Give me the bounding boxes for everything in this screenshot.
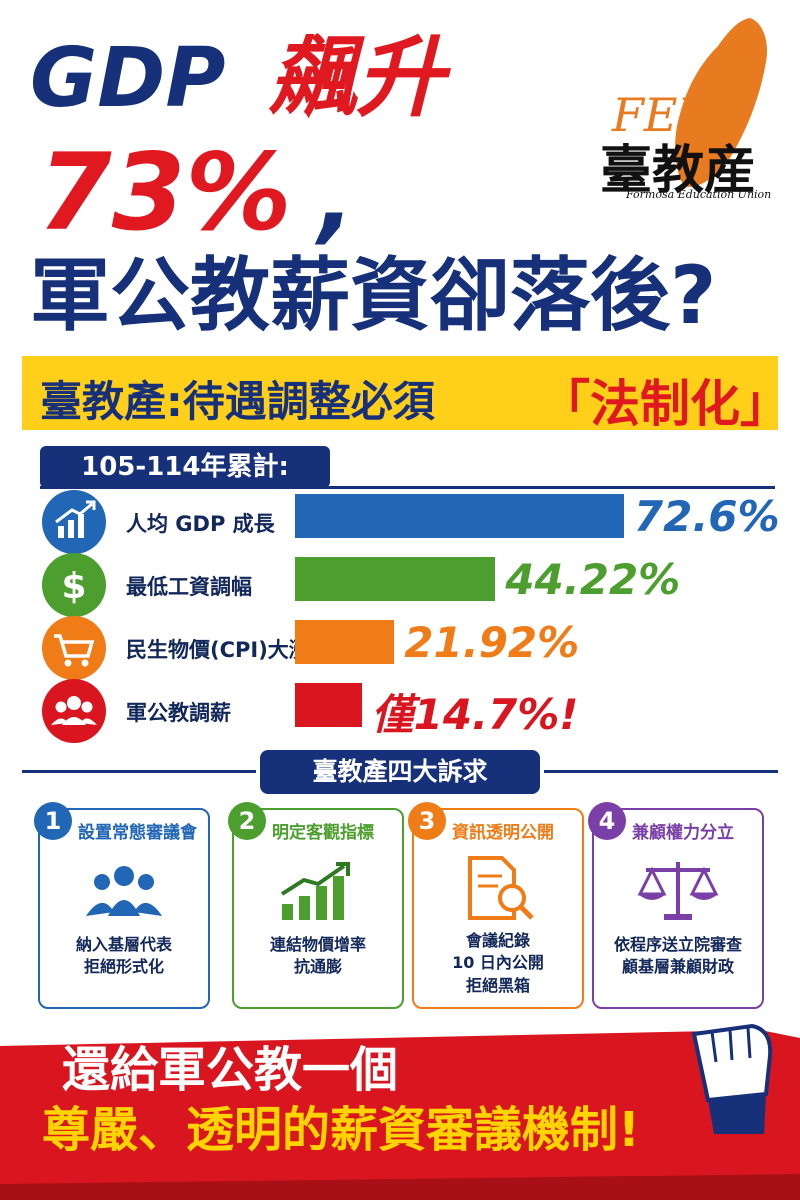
headline-comma: , [318, 142, 355, 254]
logo-script: FEU [612, 88, 717, 142]
shopping-cart-icon [42, 616, 106, 680]
value-label-min-wage: 44.22% [505, 555, 681, 604]
demand-body-2: 連結物價增率 抗通膨 [234, 934, 402, 979]
demand-number-1: 1 [34, 802, 72, 840]
demand-number-4: 4 [588, 802, 626, 840]
demand-body-1: 納入基層代表 拒絕形式化 [40, 934, 208, 979]
demand-card-3: 3 資訊透明公開 會議紀錄 10 日內公開 拒絕黑箱 [408, 802, 584, 1009]
value-label-salary: 僅14.7%! [371, 690, 579, 739]
raised-fist-icon [691, 1023, 773, 1134]
section-divider-left [22, 770, 256, 773]
period-divider [40, 486, 775, 489]
demand-card-4: 4 兼顧權力分立 依程序送立院審查 顧基層兼顧財政 [588, 802, 764, 1009]
footer-line-2: 尊嚴、透明的薪資審議機制! [42, 1102, 640, 1158]
headline-question: 軍公教薪資卻落後? [30, 249, 717, 342]
banner-right-text: 「法制化」 [540, 375, 790, 433]
bar-salary [295, 683, 362, 727]
bar-min-wage [295, 557, 496, 601]
bar-gdp [295, 494, 624, 538]
logo-plus: + [736, 50, 765, 90]
demand-body-3: 會議紀錄 10 日內公開 拒絕黑箱 [414, 930, 582, 997]
value-label-gdp: 72.6% [633, 492, 780, 541]
bar-label-min-wage: 最低工資調幅 [126, 575, 252, 599]
balance-scale-icon [637, 862, 719, 920]
demand-line: 拒絕黑箱 [465, 975, 530, 995]
demand-line: 依程序送立院審查 [613, 935, 742, 954]
logo-english: Formosa Education Union [626, 188, 772, 201]
demand-number-2: 2 [228, 802, 266, 840]
demand-title-2: 明定客觀指標 [272, 823, 374, 843]
demand-line: 納入基層代表 [75, 935, 172, 954]
bar-label-salary: 軍公教調薪 [126, 701, 231, 725]
demand-line: 抗通膨 [293, 957, 342, 977]
bar-cpi [295, 620, 395, 664]
demand-line: 拒絕形式化 [83, 957, 164, 977]
footer-banner [0, 1030, 800, 1200]
growth-chart-icon [42, 490, 106, 554]
bar-label-gdp: 人均 GDP 成長 [126, 512, 275, 536]
footer-line-1: 還給軍公教一個 [62, 1042, 399, 1098]
demand-line: 顧基層兼顧財政 [621, 957, 734, 977]
section-divider-right [544, 770, 778, 773]
people-group-icon [42, 679, 106, 743]
banner-left-text: 臺教產:待遇調整必須 [40, 377, 435, 426]
demand-title-3: 資訊透明公開 [452, 823, 554, 843]
headline-gdp: GDP [30, 31, 226, 126]
demand-title-4: 兼顧權力分立 [632, 823, 734, 843]
demand-number-3: 3 [408, 802, 446, 840]
legalization-banner: 臺教產:待遇調整必須 「法制化」 [22, 356, 790, 433]
demand-line: 10 日內公開 [452, 953, 544, 973]
headline-soar: 飆升 [268, 26, 445, 129]
svg-text:$: $ [61, 566, 86, 607]
dollar-icon: $ [42, 553, 106, 617]
rising-bars-icon [280, 862, 350, 920]
demand-line: 會議紀錄 [465, 931, 530, 950]
taiwan-map-icon [675, 18, 768, 187]
people-group-icon [86, 866, 162, 916]
demands-title: 臺教產四大訴求 [260, 750, 540, 794]
document-search-icon [468, 856, 534, 920]
logo-chinese: 臺教産 [600, 140, 757, 201]
demand-line: 連結物價增率 [269, 935, 366, 954]
period-label: 105-114年累計: [40, 446, 330, 488]
value-label-cpi: 21.92% [404, 618, 580, 667]
demand-title-1: 設置常態審議會 [78, 823, 197, 843]
demand-body-4: 依程序送立院審查 顧基層兼顧財政 [594, 934, 762, 979]
headline-percent: 73% [38, 131, 292, 254]
demand-card-1: 1 設置常態審議會 納入基層代表 拒絕形式化 [34, 802, 210, 1009]
demand-card-2: 2 明定客觀指標 連結物價增率 抗通膨 [228, 802, 404, 1009]
bar-label-cpi: 民生物價(CPI)大漲 [126, 638, 310, 662]
